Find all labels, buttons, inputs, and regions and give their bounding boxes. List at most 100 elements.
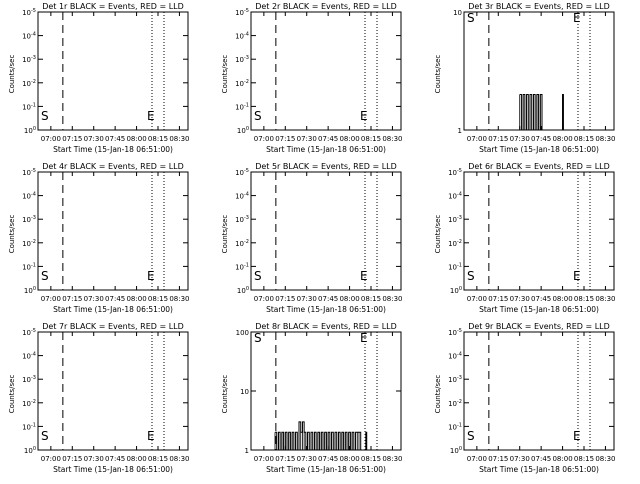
y-tick-label: 10-4 [22,352,36,361]
y-axis-label: Counts/sec [221,215,229,254]
x-axis-label: Start Time (15-Jan-18 06:51:00) [53,145,173,154]
y-axis-label: Counts/sec [434,215,442,254]
x-tick-label: 07:00 [467,135,487,143]
x-tick-label: 08:15 [574,455,594,463]
y-axis-label: Counts/sec [434,375,442,414]
x-tick-label: 07:45 [105,455,125,463]
x-tick-label: 08:00 [552,455,572,463]
x-tick-label: 08:30 [382,295,402,303]
start-marker-label: S [467,429,475,443]
x-tick-label: 08:15 [574,135,594,143]
x-tick-label: 08:30 [595,295,615,303]
start-marker-label: S [467,269,475,283]
panel-title: Det 4r BLACK = Events, RED = LLD [42,162,184,171]
y-tick-label: 10-3 [448,215,462,224]
y-axis-label: Counts/sec [8,55,16,94]
x-tick-label: 07:00 [41,135,61,143]
x-axis-label: Start Time (15-Jan-18 06:51:00) [53,465,173,474]
x-tick-label: 07:30 [84,295,104,303]
x-tick-label: 07:15 [275,295,295,303]
x-tick-label: 07:00 [254,295,274,303]
x-tick-label: 08:15 [148,455,168,463]
x-tick-label: 07:30 [297,135,317,143]
y-axis-label: Counts/sec [221,55,229,94]
x-axis-label: Start Time (15-Jan-18 06:51:00) [266,465,386,474]
x-tick-label: 07:45 [318,135,338,143]
panel-title: Det 9r BLACK = Events, RED = LLD [468,322,610,331]
y-tick-label: 100 [237,286,249,295]
panel-title: Det 8r BLACK = Events, RED = LLD [255,322,397,331]
y-tick-label: 10-2 [22,79,36,88]
x-tick-label: 07:30 [84,455,104,463]
x-tick-label: 08:30 [169,135,189,143]
y-tick-label: 10-4 [235,192,249,201]
y-tick-label: 10-2 [22,399,36,408]
x-axis-label: Start Time (15-Jan-18 06:51:00) [479,305,599,314]
y-tick-label: 10-1 [448,262,462,271]
y-tick-label: 10-3 [22,215,36,224]
x-tick-label: 07:15 [275,135,295,143]
x-tick-label: 07:30 [510,135,530,143]
x-tick-label: 07:45 [105,135,125,143]
end-marker-label: E [147,429,155,443]
plot-frame [250,11,402,131]
x-tick-label: 07:15 [62,295,82,303]
y-tick-label: 10-1 [22,422,36,431]
y-tick-label: 10-3 [235,55,249,64]
panel-title: Det 6r BLACK = Events, RED = LLD [468,162,610,171]
y-tick-label: 10-1 [448,422,462,431]
x-tick-label: 07:15 [275,455,295,463]
y-tick-label: 10-2 [448,399,462,408]
x-tick-label: 08:00 [339,295,359,303]
x-tick-label: 08:15 [361,295,381,303]
plot-frame [463,171,615,291]
y-tick-label: 10-1 [22,102,36,111]
end-marker-label: E [360,269,368,283]
x-tick-label: 08:15 [361,135,381,143]
y-tick-label: 10-1 [22,262,36,271]
y-tick-label: 100 [237,126,249,135]
plot-frame [250,171,402,291]
y-tick-label: 10-3 [22,375,36,384]
y-axis-label: Counts/sec [8,215,16,254]
end-marker-label: E [147,109,155,123]
y-tick-label: 10 [453,9,462,17]
x-tick-label: 08:30 [169,455,189,463]
x-tick-label: 07:00 [254,135,274,143]
x-tick-label: 08:30 [595,135,615,143]
end-marker-label: E [573,11,581,25]
y-tick-label: 10 [240,388,249,396]
x-tick-label: 07:45 [531,295,551,303]
x-tick-label: 07:15 [62,455,82,463]
x-tick-label: 08:30 [382,135,402,143]
y-tick-label: 10-2 [235,239,249,248]
x-tick-label: 07:45 [531,455,551,463]
x-tick-label: 08:00 [552,135,572,143]
y-tick-label: 100 [24,126,36,135]
x-tick-label: 08:15 [148,295,168,303]
x-axis-label: Start Time (15-Jan-18 06:51:00) [53,305,173,314]
x-tick-label: 07:00 [467,455,487,463]
x-tick-label: 07:15 [488,295,508,303]
y-tick-label: 100 [24,286,36,295]
x-tick-label: 07:45 [105,295,125,303]
x-tick-label: 08:00 [339,135,359,143]
x-tick-label: 07:00 [254,455,274,463]
x-tick-label: 08:30 [595,455,615,463]
x-tick-label: 08:15 [148,135,168,143]
y-axis-label: Counts/sec [221,375,229,414]
x-tick-label: 08:00 [552,295,572,303]
x-tick-label: 08:00 [126,295,146,303]
plot-frame [37,171,189,291]
y-tick-label: 1 [458,127,462,135]
x-tick-label: 08:30 [169,295,189,303]
start-marker-label: S [254,269,262,283]
plot-frame [37,11,189,131]
y-tick-label: 10-4 [448,352,462,361]
end-marker-label: E [360,109,368,123]
x-tick-label: 07:30 [84,135,104,143]
x-tick-label: 07:15 [488,135,508,143]
y-tick-label: 100 [236,329,249,337]
start-marker-label: S [41,429,49,443]
panel-title: Det 2r BLACK = Events, RED = LLD [255,2,397,11]
